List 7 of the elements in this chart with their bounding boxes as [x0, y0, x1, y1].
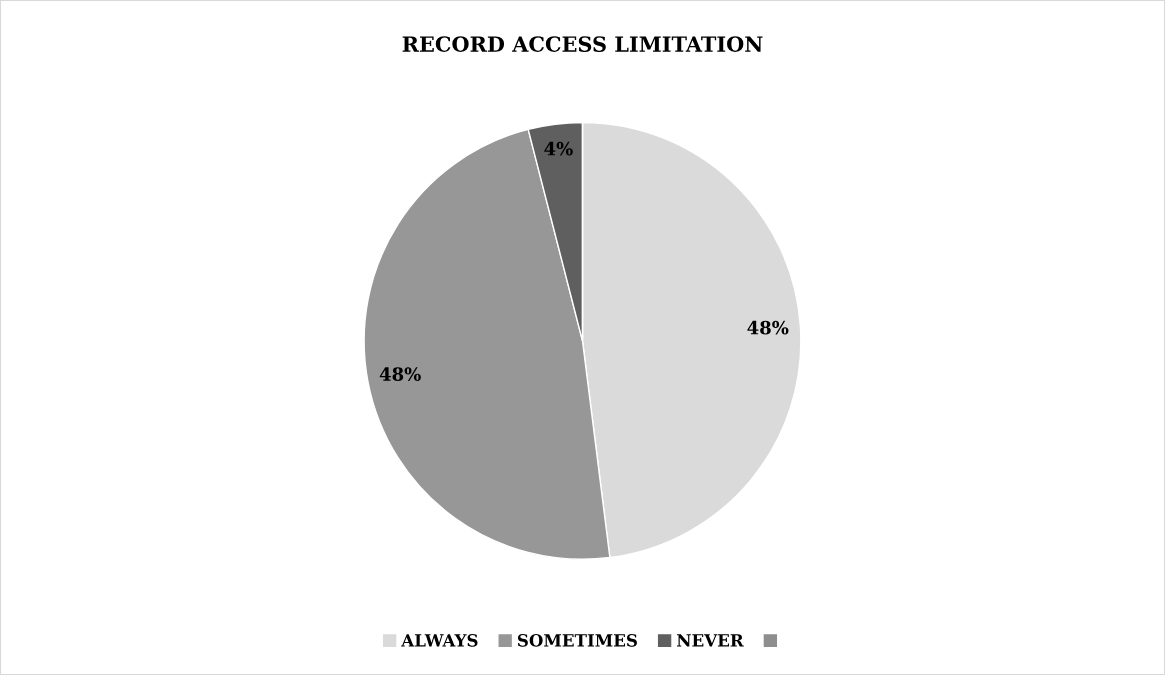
chart-title: RECORD ACCESS LIMITATION: [402, 36, 763, 52]
data-label: 48%: [379, 367, 421, 381]
data-label: 4%: [544, 141, 573, 156]
legend-label: NEVER: [677, 634, 744, 647]
data-label: 48%: [747, 320, 789, 335]
legend-label: ALWAYS: [401, 634, 478, 647]
legend-label: SOMETIMES: [517, 634, 637, 647]
